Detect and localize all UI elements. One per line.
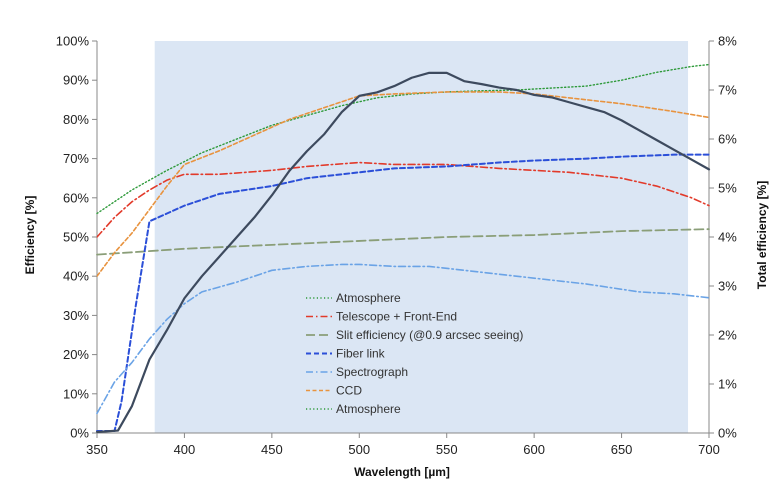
- y2-tick-label: 7%: [718, 83, 737, 98]
- x-tick-label: 650: [611, 442, 633, 457]
- x-tick-label: 550: [436, 442, 458, 457]
- series-layer: [95, 63, 711, 434]
- x-tick-label: 700: [698, 442, 720, 457]
- y2-tick-label: 1%: [718, 377, 737, 392]
- legend-label: Spectrograph: [336, 365, 408, 379]
- band-layer: [154, 41, 689, 433]
- series-line-1: [96, 161, 710, 238]
- x-tick-label: 450: [261, 442, 283, 457]
- series-line-2: [96, 228, 710, 256]
- y-tick-label: 40%: [63, 269, 89, 284]
- y-axis-title: Efficiency [%]: [23, 196, 37, 275]
- series-line-3: [96, 153, 710, 433]
- y2-axis-title: Total efficiency [%]: [755, 181, 769, 289]
- y-tick-label: 100%: [56, 34, 90, 49]
- y-tick-label: 10%: [63, 386, 89, 401]
- y2-tick-label: 0%: [718, 426, 737, 441]
- legend-label: Atmosphere: [336, 291, 401, 305]
- series-line-0: [96, 63, 710, 215]
- legend-label: Fiber link: [336, 347, 386, 361]
- y-tick-label: 0%: [70, 426, 89, 441]
- x-tick-label: 500: [348, 442, 370, 457]
- y-tick-label: 50%: [63, 230, 89, 245]
- shaded-band: [154, 41, 689, 433]
- tick-layer: 350 400 450 500 550 600 650 7000%10%20%30%40%50…: [56, 34, 737, 458]
- y-tick-label: 80%: [63, 112, 89, 127]
- y2-tick-label: 2%: [718, 328, 737, 343]
- y-tick-label: 30%: [63, 308, 89, 323]
- y-tick-label: 70%: [63, 151, 89, 166]
- legend-label: Atmosphere: [336, 402, 401, 416]
- y2-tick-label: 3%: [718, 279, 737, 294]
- x-axis-title: Wavelength [µm]: [354, 465, 450, 479]
- legend-label: Telescope + Front-End: [336, 310, 457, 324]
- y2-tick-label: 4%: [718, 230, 737, 245]
- x-tick-label: 400: [174, 442, 196, 457]
- y2-tick-label: 6%: [718, 132, 737, 147]
- series-line-7: [95, 71, 711, 434]
- legend: Atmosphere Telescope + Front-End Slit effi…: [306, 291, 523, 416]
- legend-label: CCD: [336, 384, 362, 398]
- legend-label: Slit efficiency (@0.9 arcsec seeing): [336, 328, 523, 342]
- x-tick-label: 350: [86, 442, 108, 457]
- y-tick-label: 20%: [63, 347, 89, 362]
- y-tick-label: 90%: [63, 73, 89, 88]
- y2-tick-label: 5%: [718, 181, 737, 196]
- series-line-5: [96, 91, 710, 278]
- y-tick-label: 60%: [63, 190, 89, 205]
- y2-tick-label: 8%: [718, 34, 737, 49]
- x-tick-label: 600: [523, 442, 545, 457]
- series-line-4: [96, 263, 710, 415]
